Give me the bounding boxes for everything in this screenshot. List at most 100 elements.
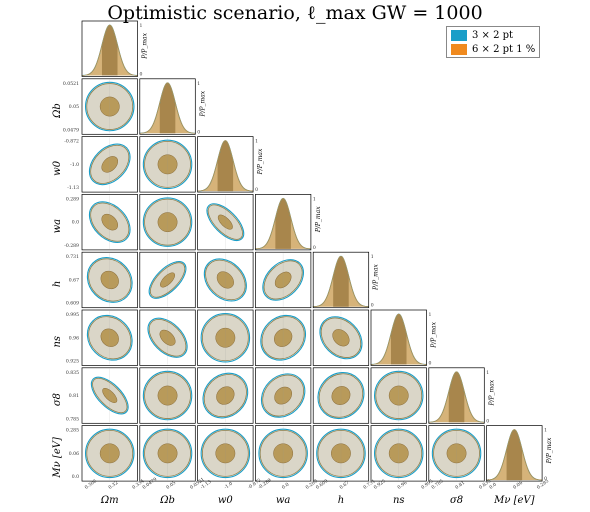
legend-swatch-6x2pt bbox=[451, 44, 467, 55]
xtick-3-1: 0.0 bbox=[281, 482, 290, 491]
panel-frame-7-6 bbox=[428, 425, 485, 482]
diag-ylabel-5: P/P_max bbox=[431, 321, 438, 348]
diag-band-3 bbox=[275, 198, 291, 249]
diag-ytick-min-1: 0 bbox=[197, 129, 200, 135]
diag-ylabel-1: P/P_max bbox=[199, 90, 206, 117]
diag-panel-1: 1 0 P/P_max bbox=[139, 78, 206, 135]
panel-frame-5-3 bbox=[255, 309, 312, 366]
diag-panel-0: 1 0 P/P_max bbox=[81, 20, 149, 78]
panel-frame-6-5 bbox=[370, 367, 427, 424]
ylabel-5: ns bbox=[52, 336, 63, 348]
panel-frame-7-2 bbox=[197, 425, 254, 482]
panel-frame-5-0 bbox=[81, 309, 138, 366]
panel-4-1 bbox=[139, 251, 196, 309]
diag-curve-orange-6 bbox=[428, 371, 485, 423]
panel-5-1 bbox=[139, 309, 196, 366]
contour-outer-blue-6-3 bbox=[260, 373, 306, 418]
xtick-5-0: 0.925 bbox=[373, 478, 387, 491]
panel-frame-6-1 bbox=[139, 367, 196, 424]
xlabel-7: Mν [eV] bbox=[493, 495, 535, 506]
diag-ytick-max-3: 1 bbox=[313, 196, 316, 202]
panel-frame-6-4 bbox=[312, 367, 370, 424]
diag-curve-orange-5 bbox=[370, 313, 427, 365]
panel-frame-7-3 bbox=[255, 425, 312, 482]
panel-5-3 bbox=[255, 309, 312, 366]
contour-outer-blue-4-1 bbox=[148, 261, 187, 299]
diag-ylabel-7: P/P_max bbox=[546, 437, 553, 464]
panel-6-1 bbox=[139, 367, 196, 424]
diag-band-6 bbox=[448, 371, 465, 423]
xtick-4-1: 0.67 bbox=[339, 480, 351, 491]
panel-frame-3-3 bbox=[255, 194, 312, 251]
panel-frame-4-2 bbox=[197, 251, 254, 309]
ytick-1-1: 0.05 bbox=[69, 104, 79, 110]
diag-band-1 bbox=[159, 82, 176, 134]
diag-panel-6: 1 0 P/P_max bbox=[428, 367, 495, 424]
contour-outer-blue-6-4 bbox=[317, 372, 365, 420]
panel-3-1 bbox=[139, 194, 196, 251]
panel-6-0 bbox=[81, 367, 138, 424]
diag-curve-orange-0 bbox=[81, 24, 138, 76]
legend-item-3x2pt: 3 × 2 pt bbox=[451, 29, 513, 42]
panel-2-1 bbox=[139, 136, 196, 193]
panel-frame-7-5 bbox=[370, 425, 427, 482]
panel-4-0 bbox=[81, 251, 138, 309]
xtick-7-1: 0.06 bbox=[512, 480, 524, 491]
panel-7-0 bbox=[81, 425, 138, 482]
panel-frame-4-1 bbox=[139, 251, 196, 309]
diag-panel-4: 1 0 P/P_max bbox=[312, 251, 380, 309]
ytick-3-2: 0.289 bbox=[66, 196, 79, 202]
ylabel-3: wa bbox=[52, 219, 63, 234]
panel-3-2 bbox=[197, 194, 254, 251]
contour-outer-blue-2-0 bbox=[88, 143, 131, 186]
diag-panel-3: 1 0 P/P_max bbox=[254, 194, 322, 251]
diag-ylabel-3: P/P_max bbox=[315, 206, 322, 233]
diag-ylabel-4: P/P_max bbox=[373, 264, 380, 291]
contour-outer-blue-6-2 bbox=[202, 372, 249, 419]
panel-frame-1-0 bbox=[81, 78, 138, 135]
diag-panel-7: 1 0 P/P_max bbox=[486, 425, 553, 482]
diag-ytick-max-5: 1 bbox=[429, 312, 432, 318]
panel-7-6 bbox=[428, 425, 485, 482]
panel-3-0 bbox=[81, 194, 138, 251]
panel-frame-5-4 bbox=[312, 309, 370, 366]
legend-swatch-3x2pt bbox=[451, 30, 467, 41]
panel-frame-7-7 bbox=[486, 425, 543, 482]
legend-label-3x2pt: 3 × 2 pt bbox=[472, 30, 514, 41]
panel-frame-0-0 bbox=[81, 20, 138, 77]
xtick-7-0: 0.0 bbox=[488, 482, 497, 491]
ytick-7-2: 0.285 bbox=[66, 428, 79, 434]
panel-frame-4-0 bbox=[81, 251, 138, 309]
ylabel-4: h bbox=[52, 281, 63, 287]
ytick-6-0: 0.785 bbox=[66, 416, 79, 422]
diag-ylabel-6: P/P_max bbox=[488, 379, 495, 406]
contour-outer-blue-5-4 bbox=[319, 316, 363, 360]
diag-curve-orange-1 bbox=[139, 82, 196, 134]
contour-outer-blue-6-0 bbox=[90, 376, 129, 415]
diag-curve-orange-7 bbox=[486, 429, 543, 481]
xtick-2-1: -1.0 bbox=[223, 481, 234, 491]
diag-band-2 bbox=[217, 140, 234, 192]
ylabel-2: w0 bbox=[52, 160, 63, 176]
diag-ytick-min-5: 0 bbox=[429, 361, 432, 367]
ytick-6-1: 0.81 bbox=[69, 393, 79, 399]
diag-panel-5: 1 0 P/P_max bbox=[370, 309, 438, 367]
legend-label-6x2pt: 6 × 2 pt 1 % bbox=[472, 44, 536, 55]
diag-ytick-min-3: 0 bbox=[313, 245, 316, 251]
xtick-5-1: 0.96 bbox=[396, 480, 408, 491]
panel-5-2 bbox=[197, 309, 254, 366]
ylabel-7: Mν [eV] bbox=[52, 437, 63, 479]
ytick-5-0: 0.925 bbox=[66, 359, 79, 365]
contour-outer-blue-5-0 bbox=[86, 314, 133, 361]
ytick-1-0: 0.0479 bbox=[63, 127, 79, 133]
panel-frame-7-1 bbox=[139, 425, 196, 482]
panel-frame-2-0 bbox=[81, 136, 138, 193]
panel-6-5 bbox=[370, 367, 427, 424]
panel-4-3 bbox=[255, 251, 312, 309]
xlabel-4: h bbox=[338, 495, 344, 506]
panel-frame-7-0 bbox=[81, 425, 138, 482]
diag-ytick-max-6: 1 bbox=[486, 370, 489, 376]
chart-title: Optimistic scenario, ℓ_max GW = 1000 bbox=[107, 2, 483, 24]
diag-ytick-max-1: 1 bbox=[197, 81, 200, 87]
panel-7-1 bbox=[139, 425, 196, 482]
